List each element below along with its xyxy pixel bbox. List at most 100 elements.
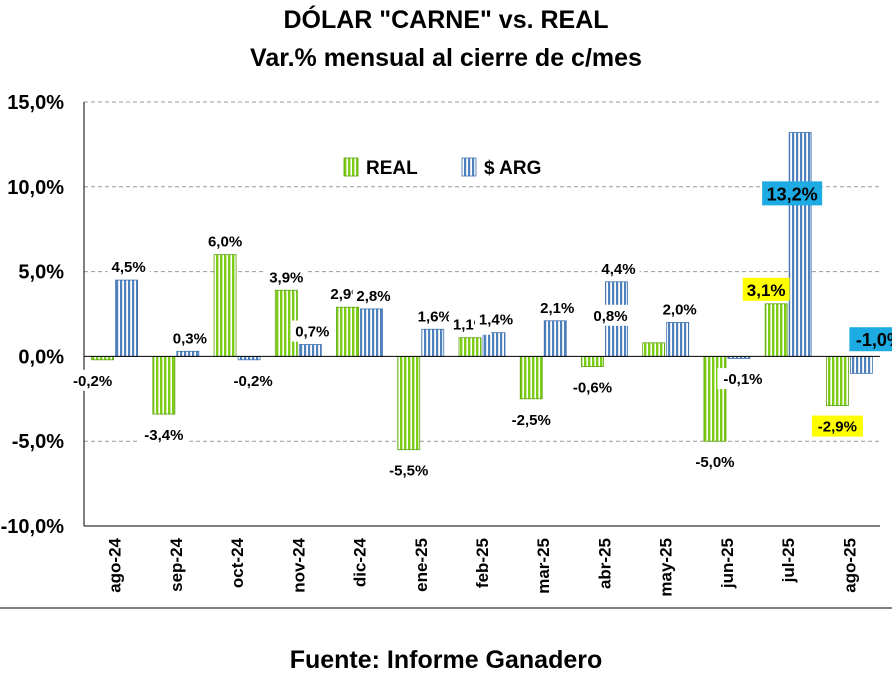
label-background — [352, 284, 395, 306]
data-label: 2,0% — [663, 301, 697, 318]
legend-swatch-arg — [461, 157, 477, 177]
data-label: 6,0% — [208, 234, 242, 251]
data-label: 0,3% — [173, 330, 207, 347]
legend-label-real: REAL — [366, 158, 418, 179]
bar-arg — [543, 320, 567, 357]
data-label: 1,6% — [418, 308, 452, 325]
bar-arg — [115, 279, 139, 357]
data-label: -0,2% — [73, 373, 112, 390]
legend-label-arg: $ ARG — [484, 158, 541, 179]
label-background — [475, 308, 517, 330]
y-tick-label: 15,0% — [7, 92, 64, 114]
label-background — [204, 230, 247, 252]
x-tick-label: dic-24 — [351, 537, 370, 587]
bar-real — [825, 355, 849, 406]
y-tick-label: -10,0% — [1, 516, 65, 538]
source-note: Fuente: Informe Ganadero — [289, 646, 603, 674]
label-background — [505, 408, 557, 430]
bar-arg — [666, 322, 690, 357]
x-tick-label: sep-24 — [167, 537, 186, 591]
data-label: -0,6% — [573, 380, 612, 397]
label-background — [168, 327, 211, 349]
data-label: 3,1% — [747, 281, 786, 300]
bar-arg — [176, 350, 200, 357]
label-background — [291, 320, 334, 342]
y-tick-label: 5,0% — [18, 262, 64, 284]
data-label: -2,9% — [818, 419, 857, 436]
bar-real — [764, 303, 788, 357]
data-label: -0,1% — [723, 371, 762, 388]
bar-arg — [360, 308, 383, 357]
label-background — [536, 296, 579, 318]
highlight-box — [849, 327, 892, 352]
bar-real — [91, 355, 115, 361]
x-tick-label: ago-25 — [840, 538, 859, 593]
data-label: 2,8% — [356, 288, 390, 305]
x-tick-label: mar-25 — [534, 538, 553, 594]
label-background — [589, 304, 632, 326]
bar-arg — [482, 332, 506, 357]
label-background — [383, 459, 435, 481]
data-label: 1,4% — [479, 312, 513, 329]
y-tick-label: 0,0% — [18, 346, 64, 368]
data-label: -1,0% — [856, 330, 892, 350]
label-background — [658, 298, 701, 320]
label-background — [413, 305, 456, 327]
data-label: 2,1% — [540, 300, 574, 317]
data-label: -3,4% — [144, 427, 183, 444]
x-tick-label: jul-25 — [779, 538, 798, 583]
highlight-box — [811, 415, 863, 437]
data-label: -5,5% — [389, 463, 428, 480]
y-tick-label: 10,0% — [7, 177, 64, 199]
x-tick-label: oct-24 — [228, 537, 247, 588]
data-label: 4,4% — [601, 261, 635, 278]
data-label: 13,2% — [767, 184, 818, 204]
bar-real — [581, 355, 604, 367]
bar-real — [213, 254, 237, 357]
x-tick-label: jun-25 — [718, 538, 737, 589]
label-background — [566, 376, 618, 398]
bar-real — [336, 306, 359, 357]
data-label: 0,8% — [593, 308, 627, 325]
chart-title: DÓLAR "CARNE" vs. REAL — [283, 6, 609, 34]
x-tick-label: may-25 — [657, 538, 676, 597]
bar-arg — [849, 355, 873, 374]
bar-real — [152, 355, 176, 415]
bar-real — [519, 355, 543, 400]
x-tick-label: abr-25 — [595, 538, 614, 589]
x-tick-label: feb-25 — [473, 538, 492, 588]
label-background — [107, 256, 150, 278]
data-label: -0,2% — [233, 373, 272, 390]
label-background — [138, 424, 190, 446]
data-label: -2,5% — [512, 412, 551, 429]
data-label: -5,0% — [695, 454, 734, 471]
legend: REAL $ ARG — [343, 157, 541, 179]
legend-swatch-real — [343, 157, 359, 177]
label-background — [227, 369, 279, 391]
axes: -10,0% -5,0% 0,0% 5,0% 10,0% 15,0% ago-24 sep-2… — [0, 92, 892, 609]
chart-subtitle: Var.% mensual al cierre de c/mes — [250, 44, 642, 72]
label-background — [265, 266, 308, 288]
label-background — [67, 369, 119, 391]
data-labels: -0,2%4,5%-3,4%0,3%6,0%-0,2%3,9%0,7%2,9%2… — [67, 181, 892, 481]
x-tick-label: nov-24 — [289, 537, 308, 592]
data-label: 3,9% — [269, 269, 303, 286]
highlight-box — [742, 277, 790, 301]
label-background — [597, 257, 640, 279]
bar-chart: -10,0% -5,0% 0,0% 5,0% 10,0% 15,0% ago-24 sep-2… — [0, 92, 892, 609]
bar-arg — [237, 355, 261, 361]
label-background — [689, 451, 741, 473]
data-label: 0,7% — [295, 324, 329, 341]
x-tick-label: ago-24 — [106, 537, 125, 592]
y-tick-label: -5,0% — [12, 431, 64, 453]
bar-arg — [298, 344, 322, 357]
data-label: 4,5% — [112, 259, 146, 276]
highlight-box — [762, 181, 823, 206]
bar-arg — [421, 328, 445, 357]
bar-arg — [788, 132, 812, 357]
bar-real — [397, 355, 421, 451]
label-background — [717, 368, 769, 390]
x-tick-label: ene-25 — [412, 538, 431, 592]
bar-real — [458, 337, 482, 357]
bar-real — [642, 342, 666, 357]
